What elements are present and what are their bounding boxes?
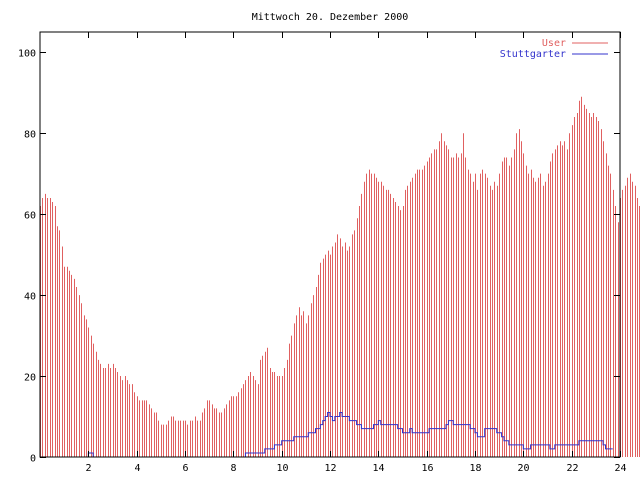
x-tick-label: 10: [276, 463, 288, 474]
legend: User Stuttgarter: [500, 38, 608, 60]
x-tick-label: 8: [230, 463, 236, 474]
y-tick-label: 80: [24, 130, 36, 141]
x-tick-label: 14: [372, 463, 384, 474]
x-axis: 2 4 6 8 10 12 14 16 18 20 22 24: [85, 32, 627, 474]
series-user: [40, 96, 640, 457]
x-tick-label: 2: [85, 463, 91, 474]
x-tick-label: 24: [614, 463, 626, 474]
y-tick-label: 100: [18, 49, 36, 60]
y-axis: 0 20 40 60 80 100: [18, 49, 620, 465]
x-tick-label: 20: [517, 463, 529, 474]
y-tick-label: 0: [30, 454, 36, 465]
y-tick-label: 60: [24, 211, 36, 222]
y-tick-label: 20: [24, 373, 36, 384]
x-tick-label: 4: [134, 463, 140, 474]
legend-label-stuttgarter: Stuttgarter: [500, 49, 566, 60]
x-tick-label: 18: [469, 463, 481, 474]
x-tick-label: 22: [566, 463, 578, 474]
x-tick-label: 16: [421, 463, 433, 474]
chart-title: Mittwoch 20. Dezember 2000: [252, 12, 409, 23]
x-tick-label: 12: [324, 463, 336, 474]
legend-label-user: User: [542, 38, 566, 49]
x-tick-label: 6: [182, 463, 188, 474]
y-tick-label: 40: [24, 292, 36, 303]
